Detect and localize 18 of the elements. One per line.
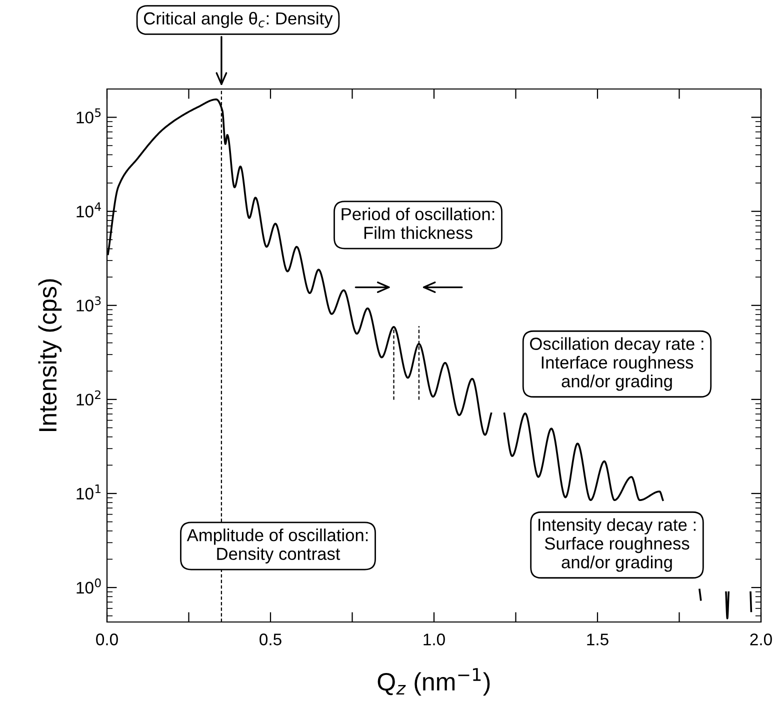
x-tick-label: 1.5 <box>587 634 608 646</box>
x-axis-title: Q$_{z}$ (nm$^{−1}$) <box>378 668 490 696</box>
y-axis-title: Intensity (cps) <box>38 279 62 431</box>
annotation: Intensity decay rate : Surface roughness and/or grading <box>538 518 696 572</box>
y-tick-label: 10$^{4}$ <box>76 202 101 218</box>
y-tick-label: 10$^{1}$ <box>76 484 101 500</box>
y-tick-label: 10$^{3}$ <box>76 296 101 312</box>
y-tick-label: 10$^{5}$ <box>76 108 101 124</box>
x-tick-label: 0.0 <box>96 634 118 646</box>
y-tick-label: 10$^{0}$ <box>76 578 101 594</box>
x-tick-label: 0.5 <box>260 634 282 646</box>
x-tick-label: 2.0 <box>750 634 772 646</box>
text: Critical angle θ$_{c}$: Density <box>144 12 333 28</box>
y-tick-label: 10$^{2}$ <box>76 390 100 406</box>
x-tick-label: 1.0 <box>424 634 445 646</box>
annotation: Oscillation decay rate : Interface roughness and/or grading <box>530 337 704 391</box>
annotation: Amplitude of oscillation: Density contrast <box>186 528 368 564</box>
annotation: Period of oscillation: Film thickness <box>342 208 494 240</box>
